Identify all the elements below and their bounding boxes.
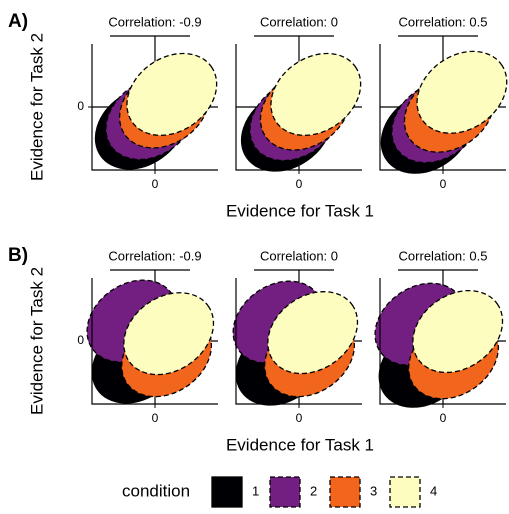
legend-key <box>389 476 421 508</box>
axis-frame <box>235 44 362 171</box>
facet-title: Correlation: -0.9 <box>108 14 201 29</box>
facet-title: Correlation: 0 <box>260 248 338 263</box>
x-axis-label: Evidence for Task 1 <box>226 435 374 454</box>
axis-frame <box>91 44 218 171</box>
legend-key <box>329 476 361 508</box>
condition-ellipse <box>416 50 508 134</box>
facet-title: Correlation: 0.5 <box>399 14 488 29</box>
facet-title: Correlation: -0.9 <box>108 248 201 263</box>
x-tick-label: 0 <box>152 411 159 425</box>
condition-ellipse <box>123 292 215 376</box>
y-axis-label: Evidence for Task 2 <box>27 267 46 415</box>
legend-label: 3 <box>370 483 377 498</box>
panel-label: B) <box>8 245 28 266</box>
legend-label: 2 <box>310 483 317 498</box>
x-tick-label: 0 <box>296 411 303 425</box>
facet-title: Correlation: 0 <box>260 14 338 29</box>
facet-title: Correlation: 0.5 <box>399 248 488 263</box>
condition-ellipse <box>126 52 218 136</box>
y-tick-label: 0 <box>77 333 84 347</box>
x-axis-label: Evidence for Task 1 <box>226 201 374 220</box>
condition-ellipse <box>267 291 359 375</box>
legend-label: 4 <box>430 483 437 498</box>
condition-ellipse <box>412 289 504 374</box>
x-tick-label: 0 <box>152 177 159 191</box>
axis-frame <box>379 44 506 171</box>
condition-ellipse <box>270 52 362 136</box>
axis-frame <box>379 278 506 405</box>
panel-label: A) <box>8 11 28 32</box>
legend-label: 1 <box>252 483 259 498</box>
legend-title: condition <box>122 481 190 500</box>
legend-key <box>211 476 243 508</box>
y-tick-label: 0 <box>77 99 84 113</box>
x-tick-label: 0 <box>440 411 447 425</box>
legend-key <box>269 476 301 508</box>
y-axis-label: Evidence for Task 2 <box>27 33 46 181</box>
axis-frame <box>91 278 218 405</box>
axis-frame <box>235 278 362 405</box>
x-tick-label: 0 <box>440 177 447 191</box>
x-tick-label: 0 <box>296 177 303 191</box>
